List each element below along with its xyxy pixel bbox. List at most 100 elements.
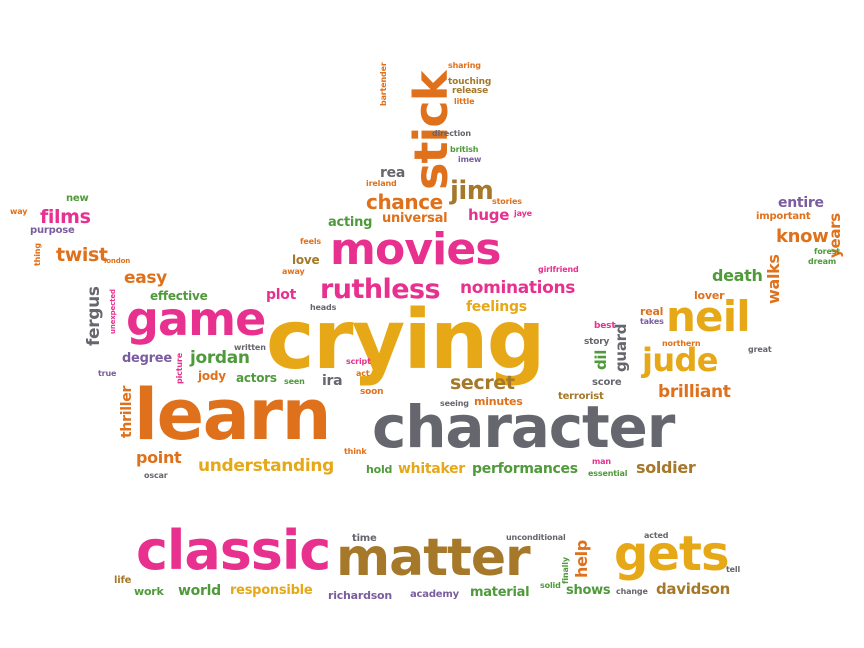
word-brilliant: brilliant — [658, 382, 731, 402]
word-easy: easy — [124, 268, 167, 288]
word-davidson: davidson — [656, 580, 731, 598]
word-classic: classic — [136, 519, 331, 582]
word-dream: dream — [808, 257, 837, 266]
word-chance: chance — [366, 190, 443, 214]
word-direction: direction — [432, 129, 471, 138]
word-richardson: richardson — [328, 589, 393, 602]
word-release: release — [452, 86, 489, 96]
word-secret: secret — [450, 372, 515, 394]
word-essential: essential — [588, 469, 628, 478]
word-hold: hold — [366, 463, 393, 476]
word-man: man — [592, 457, 611, 466]
word-seen: seen — [284, 377, 305, 386]
word-universal: universal — [382, 211, 448, 226]
word-performances: performances — [472, 461, 578, 477]
word-london: london — [104, 257, 131, 265]
word-degree: degree — [122, 351, 172, 366]
word-ireland: ireland — [366, 179, 397, 188]
word-soldier: soldier — [636, 458, 696, 477]
word-change: change — [616, 587, 648, 596]
word-matter: matter — [336, 528, 531, 588]
word-huge: huge — [468, 206, 510, 224]
word-whitaker: whitaker — [398, 461, 465, 477]
word-neil: neil — [666, 292, 751, 341]
word-effective: effective — [150, 289, 208, 303]
word-life: life — [114, 575, 132, 586]
word-academy: academy — [410, 589, 459, 600]
word-fergus: fergus — [84, 286, 104, 346]
word-films: films — [40, 206, 91, 228]
word-finally: finally — [561, 557, 570, 584]
word-minutes: minutes — [474, 395, 523, 408]
word-learn: learn — [134, 374, 331, 456]
word-unconditional: unconditional — [506, 533, 566, 542]
word-touching: touching — [448, 77, 492, 87]
word-time: time — [352, 533, 377, 544]
word-story: story — [584, 337, 610, 347]
word-jaye: jaye — [514, 209, 532, 218]
word-dil: dil — [592, 349, 610, 370]
word-death: death — [712, 266, 763, 285]
word-work: work — [134, 585, 164, 598]
word-real: real — [640, 305, 664, 318]
word-away: away — [282, 267, 305, 276]
word-love: love — [292, 253, 320, 267]
word-guard: guard — [612, 323, 630, 372]
word-rea: rea — [380, 165, 406, 181]
word-sharing: sharing — [448, 61, 481, 70]
word-feelings: feelings — [466, 299, 527, 315]
word-walks: walks — [764, 254, 783, 304]
word-forest: forest — [814, 247, 840, 256]
word-british: british — [450, 145, 479, 154]
word-bartender: bartender — [379, 62, 388, 106]
word-way: way — [10, 207, 28, 216]
word-great: great — [748, 345, 772, 354]
word-point: point — [136, 448, 182, 467]
word-true: true — [98, 369, 117, 378]
word-written: written — [234, 343, 266, 352]
word-plot: plot — [266, 287, 297, 303]
word-movies: movies — [330, 224, 501, 275]
word-jody: jody — [198, 369, 226, 383]
word-nominations: nominations — [460, 278, 576, 298]
word-ruthless: ruthless — [320, 274, 441, 305]
word-material: material — [470, 585, 530, 600]
word-tell: tell — [726, 565, 741, 574]
word-unexpected: unexpected — [109, 289, 117, 334]
word-know: know — [776, 226, 829, 247]
word-acted: acted — [644, 531, 669, 540]
word-new: new — [66, 193, 89, 204]
word-soon: soon — [360, 387, 384, 397]
word-help: help — [572, 540, 591, 578]
word-heads: heads — [310, 303, 337, 312]
word-jude: jude — [642, 341, 718, 379]
word-act: act — [356, 369, 370, 378]
word-actors: actors — [236, 371, 277, 385]
word-takes: takes — [640, 317, 664, 326]
word-imew: imew — [458, 155, 482, 164]
word-crying: crying — [266, 293, 545, 388]
word-score: score — [592, 377, 622, 388]
word-ira: ira — [322, 373, 343, 389]
word-stories: stories — [492, 197, 522, 206]
word-think: think — [344, 447, 367, 456]
word-solid: solid — [540, 581, 561, 590]
word-important: important — [756, 211, 811, 222]
word-oscar: oscar — [144, 471, 168, 480]
word-terrorist: terrorist — [558, 391, 604, 402]
word-jordan: jordan — [190, 348, 250, 368]
word-world: world — [178, 583, 221, 599]
word-northern: northern — [662, 339, 701, 348]
word-thriller: thriller — [119, 385, 135, 438]
word-jim: jim — [450, 176, 494, 206]
word-thing: thing — [33, 243, 42, 266]
word-game: game — [126, 292, 266, 346]
word-girlfriend: girlfriend — [538, 265, 579, 274]
word-shows: shows — [566, 583, 611, 598]
word-best: best — [594, 321, 616, 331]
word-responsible: responsible — [230, 583, 313, 598]
word-feels: feels — [300, 237, 322, 246]
word-lover: lover — [694, 289, 725, 302]
word-character: character — [372, 393, 675, 461]
